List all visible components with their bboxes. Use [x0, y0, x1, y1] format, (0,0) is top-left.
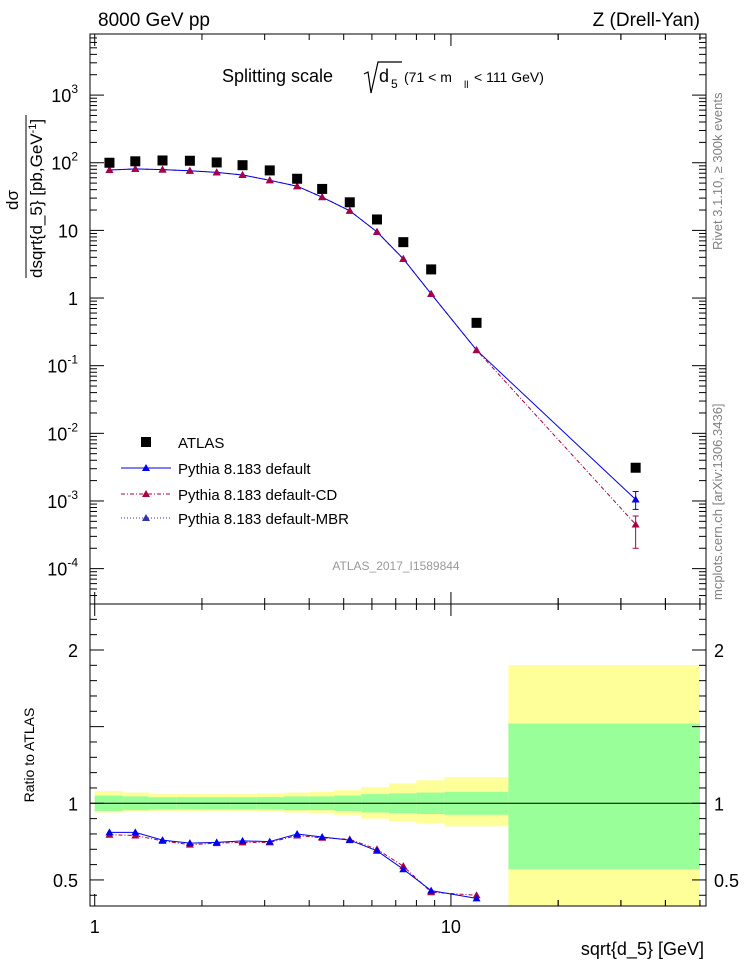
ratio-marker-default-7: [293, 829, 302, 837]
ratio-y-tick-label-1: 1: [68, 794, 78, 814]
marker-default-cd-11: [399, 254, 408, 262]
marker-default-cd-5: [238, 170, 247, 178]
title-mass-end: < 111 GeV): [474, 69, 544, 85]
marker-atlas-14: [630, 462, 641, 473]
legend-label-2: Pythia 8.183 default-CD: [178, 487, 337, 504]
marker-atlas-3: [184, 155, 195, 166]
marker-default-cd-2: [158, 165, 167, 173]
marker-default-cd-13: [472, 346, 481, 354]
marker-atlas-11: [398, 237, 409, 248]
ratio-marker-default-4: [212, 838, 221, 846]
legend-marker-1: [142, 464, 150, 471]
y-tick-label-4: 1: [68, 289, 78, 309]
ratio-y-axis-label: Ratio to ATLAS: [21, 708, 37, 803]
ylabel-denominator: dsqrt{d_5} [pb,GeV-1]: [27, 119, 46, 278]
marker-default-cd-3: [185, 166, 194, 174]
marker-atlas-7: [292, 173, 303, 184]
marker-atlas-1: [130, 156, 141, 167]
analysis-id: ATLAS_2017_I1589844: [332, 559, 460, 573]
marker-default-cd-6: [265, 176, 274, 184]
rivet-label: Rivet 3.1.10, ≥ 300k events: [710, 92, 725, 250]
title-var-sub: 5: [391, 77, 398, 91]
ratio-uncertainty-bands: [90, 665, 706, 906]
marker-default-cd-9: [345, 206, 354, 214]
marker-atlas-10: [371, 214, 382, 225]
ratio-marker-default-12: [427, 886, 436, 894]
ylabel-numerator: dσ: [3, 190, 22, 210]
marker-default-cd-14: [631, 520, 640, 528]
legend: ATLAS Pythia 8.183 default Pythia 8.183 de…: [121, 435, 349, 528]
legend-label-3: Pythia 8.183 default-MBR: [178, 511, 349, 528]
y-tick-label-3: 10-1: [47, 353, 78, 377]
marker-default-cd-1: [131, 164, 140, 172]
marker-atlas-4: [211, 157, 222, 168]
title-var: d: [379, 66, 389, 86]
marker-atlas-13: [471, 317, 482, 328]
mcplots-label: mcplots.cern.ch [arXiv:1306.3436]: [710, 403, 725, 600]
title-main: Splitting scale: [222, 66, 333, 86]
ratio-marker-default-9: [345, 836, 354, 844]
sqrt-symbol: [363, 61, 402, 94]
ratio-marker-default-6: [265, 837, 274, 845]
marker-default-cd-12: [427, 289, 436, 297]
ratio-y-tick-label-right-0: 0.5: [714, 871, 739, 891]
ratio-marker-default-1: [131, 828, 140, 836]
energy-label: 8000 GeV pp: [98, 10, 210, 31]
y-tick-label-2: 10-2: [47, 420, 78, 444]
plot-title: Splitting scale d 5 (71 < m ll < 111 GeV…: [222, 61, 544, 94]
ratio-y-tick-label-right-2: 2: [714, 641, 724, 661]
ratio-y-tick-label-right-1: 1: [714, 794, 724, 814]
ratio-marker-default-11: [399, 865, 408, 873]
y-tick-label-6: 102: [51, 150, 78, 174]
legend-label-0: ATLAS: [178, 435, 224, 452]
title-mass-sub: ll: [464, 80, 468, 91]
marker-atlas-8: [317, 183, 328, 194]
ratio-marker-default-5: [238, 836, 247, 844]
y-tick-label-0: 10-4: [47, 556, 78, 580]
x-tick-label-0: 1: [90, 917, 100, 937]
x-tick-label-1: 10: [441, 917, 461, 937]
marker-default-14: [631, 495, 640, 503]
main-series-group: [104, 155, 641, 549]
ratio-frame: [89, 603, 707, 907]
y-tick-label-1: 10-3: [47, 488, 78, 512]
legend-marker-3: [142, 514, 150, 521]
ratio-inner-band-14: [508, 723, 700, 870]
marker-atlas-6: [264, 165, 275, 176]
legend-label-1: Pythia 8.183 default: [178, 461, 311, 478]
ratio-marker-default-0: [105, 828, 114, 836]
ratio-y-tick-label-2: 2: [68, 641, 78, 661]
marker-atlas-9: [344, 197, 355, 208]
ratio-series-group: [105, 828, 481, 902]
title-mass-range: (71 < m: [404, 69, 452, 85]
marker-default-cd-7: [293, 182, 302, 190]
marker-atlas-5: [237, 160, 248, 171]
marker-atlas-0: [104, 157, 115, 168]
process-label: Z (Drell-Yan): [593, 10, 700, 31]
ratio-line-default-cd: [109, 834, 477, 896]
marker-atlas-12: [426, 264, 437, 275]
legend-marker-2: [142, 490, 150, 497]
ratio-marker-default-10: [372, 846, 381, 854]
marker-default-cd-0: [105, 166, 114, 174]
legend-marker-atlas: [141, 437, 151, 447]
marker-default-cd-4: [212, 168, 221, 176]
y-tick-label-5: 10: [58, 221, 78, 241]
marker-atlas-2: [157, 155, 168, 166]
y-tick-label-7: 103: [51, 82, 78, 106]
ratio-marker-default-8: [318, 833, 327, 841]
x-axis-label: sqrt{d_5} [GeV]: [581, 939, 704, 960]
ratio-marker-default-13: [472, 894, 481, 902]
ratio-y-tick-label-0: 0.5: [53, 871, 78, 891]
marker-default-cd-10: [372, 227, 381, 235]
marker-default-cd-8: [318, 193, 327, 201]
ratio-marker-default-3: [185, 839, 194, 847]
ratio-line-default: [109, 831, 477, 899]
ratio-marker-default-2: [158, 836, 167, 844]
axes-group: 1 10 10-4 10-3 10-2 10-1 1 10 102 103 0.5 0.5 1 1 2 2: [47, 33, 739, 937]
main-y-axis-label: dσ dsqrt{d_5} [pb,GeV-1]: [3, 115, 46, 278]
